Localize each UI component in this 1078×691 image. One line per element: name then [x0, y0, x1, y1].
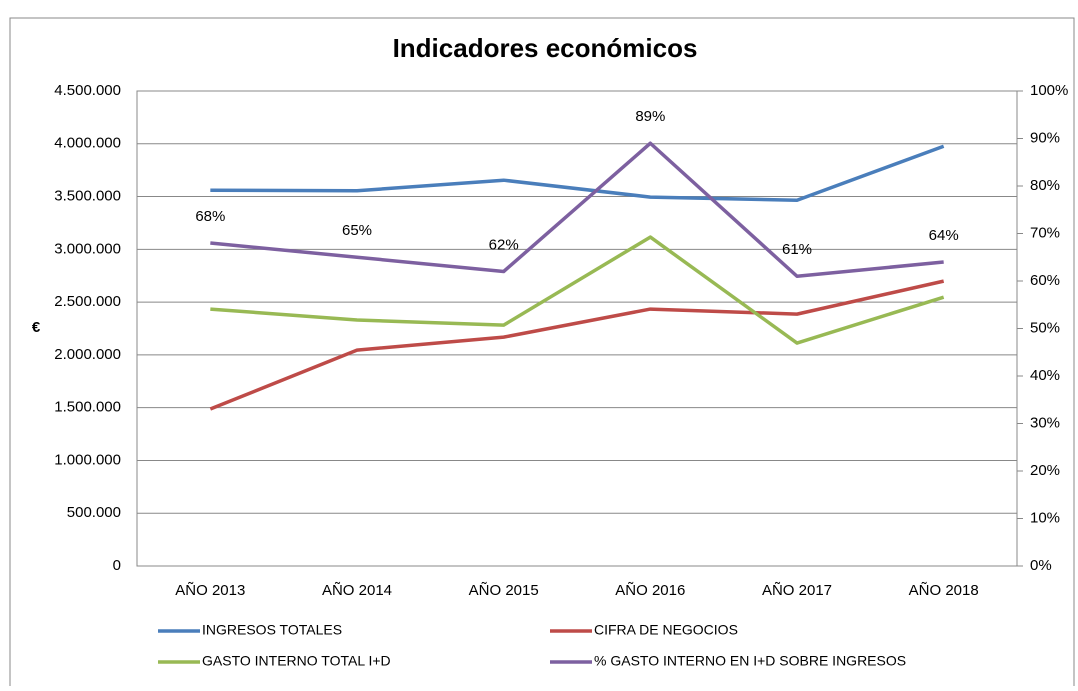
series-line — [210, 141, 944, 278]
data-label: 68% — [195, 208, 225, 225]
y2-tick-label: 100% — [1030, 82, 1068, 99]
series-line — [210, 235, 945, 345]
x-tick-label: AÑO 2014 — [322, 582, 392, 599]
y2-tick-label: 70% — [1030, 224, 1060, 241]
y2-tick-label: 10% — [1030, 509, 1060, 526]
data-label: 64% — [929, 227, 959, 244]
data-label: 65% — [342, 222, 372, 239]
x-tick-label: AÑO 2017 — [762, 582, 832, 599]
series-line — [209, 279, 945, 411]
y2-tick-label: 40% — [1030, 367, 1060, 384]
plot-area — [136, 90, 1018, 567]
chart-title: Indicadores económicos — [393, 33, 698, 63]
y-tick-label: 500.000 — [67, 504, 121, 521]
y-tick-label: 2.000.000 — [54, 346, 121, 363]
data-label: 61% — [782, 241, 812, 258]
x-tick-label: AÑO 2015 — [469, 582, 539, 599]
y2-tick-label: 20% — [1030, 462, 1060, 479]
data-label: 62% — [489, 236, 519, 253]
y-tick-label: 1.500.000 — [54, 399, 121, 416]
y-tick-label: 3.000.000 — [54, 240, 121, 257]
y2-tick-label: 0% — [1030, 557, 1052, 574]
series-line — [210, 144, 945, 202]
y2-tick-label: 90% — [1030, 129, 1060, 146]
y-tick-label: 4.000.000 — [54, 135, 121, 152]
y2-tick-label: 80% — [1030, 177, 1060, 194]
y2-tick-label: 50% — [1030, 319, 1060, 336]
data-label: 89% — [635, 108, 665, 125]
legend-label: GASTO INTERNO TOTAL I+D — [202, 653, 391, 669]
x-tick-label: AÑO 2016 — [615, 582, 685, 599]
y-tick-label: 4.500.000 — [54, 82, 121, 99]
x-tick-label: AÑO 2018 — [909, 582, 979, 599]
y-tick-label: 0 — [113, 557, 121, 574]
legend-label: INGRESOS TOTALES — [202, 622, 342, 638]
y2-tick-label: 30% — [1030, 414, 1060, 431]
y-tick-label: 3.500.000 — [54, 188, 121, 205]
legend-label: CIFRA DE NEGOCIOS — [594, 622, 738, 638]
y-tick-label: 2.500.000 — [54, 293, 121, 310]
y-tick-label: 1.000.000 — [54, 451, 121, 468]
legend-label: % GASTO INTERNO EN I+D SOBRE INGRESOS — [594, 653, 906, 669]
y-axis-label: € — [32, 319, 41, 336]
x-tick-label: AÑO 2013 — [175, 582, 245, 599]
y2-tick-label: 60% — [1030, 272, 1060, 289]
